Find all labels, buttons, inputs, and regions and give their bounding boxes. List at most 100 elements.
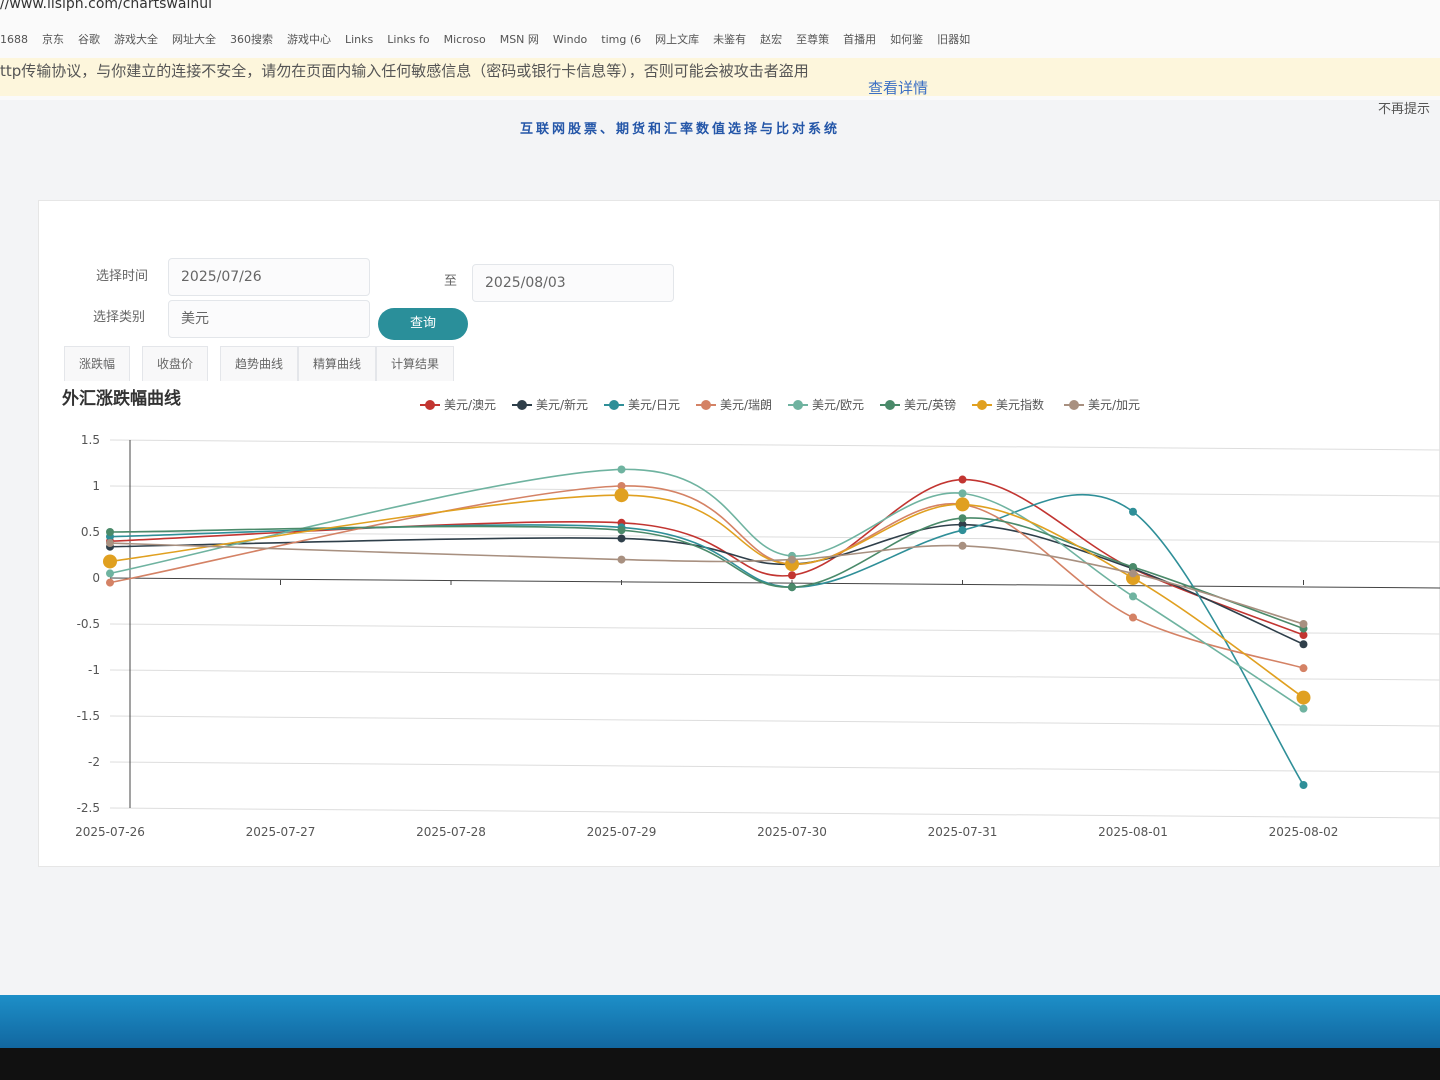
data-point <box>1299 664 1308 673</box>
tab[interactable]: 精算曲线 <box>298 346 377 381</box>
data-point <box>617 534 626 543</box>
y-tick-label: 1.5 <box>81 433 100 447</box>
legend-marker <box>885 400 895 410</box>
label: 选择时间 <box>96 269 149 284</box>
data-point <box>958 520 967 529</box>
data-point <box>106 569 114 578</box>
data-point <box>788 555 796 564</box>
y-tick-label: -2 <box>88 755 100 769</box>
url[interactable]: //www.lisiph.com/chartswaihui <box>0 0 212 12</box>
legend-label: 美元/英镑 <box>904 397 956 412</box>
bookmark[interactable]: 游戏大全 <box>114 33 158 46</box>
bookmark[interactable]: 赵宏 <box>760 33 783 46</box>
bookmark[interactable]: Links fo <box>387 33 430 46</box>
category-select[interactable]: 美元 <box>168 300 370 338</box>
grid-line <box>109 715 1440 727</box>
dismiss[interactable]: 不再提示 <box>1378 102 1431 117</box>
legend-label: 美元/加元 <box>1088 398 1140 412</box>
x-tick-label: 2025-08-01 <box>1098 825 1168 839</box>
bezel <box>0 1048 1440 1080</box>
data-point <box>1299 631 1308 640</box>
tab[interactable]: 趋势曲线 <box>220 346 299 381</box>
start-date[interactable]: 2025/07/26 <box>168 258 370 296</box>
warning-bar <box>0 58 1440 96</box>
end-date[interactable]: 2025/08/03 <box>472 264 674 302</box>
data-point <box>958 489 967 498</box>
legend-label: 美元/日元 <box>628 398 680 412</box>
data-point <box>106 578 114 587</box>
tab[interactable]: 收盘价 <box>142 346 209 381</box>
legend-label: 美元/欧元 <box>812 398 864 412</box>
data-point <box>788 583 796 592</box>
x-tick-label: 2025-07-27 <box>246 825 316 839</box>
tab[interactable]: 涨跌幅 <box>64 346 131 381</box>
legend-label: 美元/澳元 <box>444 398 496 412</box>
y-tick-label: 0.5 <box>81 525 100 539</box>
grid-line <box>109 807 1440 819</box>
legend-marker <box>977 400 987 410</box>
series-line <box>109 493 1305 786</box>
bookmark[interactable]: 360搜索 <box>230 33 273 46</box>
data-point <box>106 528 114 536</box>
legend-label: 美元/新元 <box>536 397 588 412</box>
data-point <box>617 465 626 474</box>
data-point <box>1296 690 1311 705</box>
bookmark[interactable]: MSN 网 <box>499 33 539 46</box>
grid-line <box>109 531 1440 543</box>
data-point <box>958 475 967 484</box>
data-point <box>614 488 629 503</box>
bookmark[interactable]: 首播用 <box>843 33 877 46</box>
bookmark[interactable]: 网上文库 <box>655 33 700 46</box>
tab[interactable]: 计算结果 <box>376 346 455 381</box>
data-point <box>1299 704 1308 713</box>
bookmark[interactable]: timg (6 <box>601 33 642 46</box>
grid-line <box>109 669 1440 681</box>
bookmark[interactable]: Links <box>345 33 374 46</box>
bookmark[interactable]: 未鉴有 <box>713 33 747 46</box>
query-button[interactable]: 查询 <box>378 308 468 340</box>
grid-line <box>109 577 1440 589</box>
y-tick-label: -1 <box>88 663 100 677</box>
x-tick-label: 2025-08-02 <box>1269 825 1339 839</box>
warning-link[interactable]: 查看详情 <box>868 79 929 97</box>
bookmark[interactable]: Microso <box>443 33 486 46</box>
label: 选择类别 <box>93 310 146 325</box>
data-point <box>958 514 967 523</box>
bookmark[interactable]: 1688 <box>0 33 28 46</box>
data-point <box>1299 781 1308 789</box>
bookmarks-bar: 1688 京东 谷歌 游戏大全 网址大全 360搜索 游戏中心 Links Links fo Mi… <box>0 28 984 47</box>
label: 至 <box>444 274 458 289</box>
data-point <box>1129 569 1137 578</box>
bookmark[interactable]: 网址大全 <box>172 33 216 46</box>
legend-label: 美元/瑞朗 <box>720 398 772 412</box>
data-point <box>617 482 626 490</box>
data-point <box>1129 592 1137 601</box>
bookmark[interactable]: 游戏中心 <box>287 33 331 46</box>
bookmark[interactable]: 如何鉴 <box>890 33 924 46</box>
bookmark[interactable]: 旧器如 <box>937 33 971 46</box>
x-tick-label: 2025-07-29 <box>587 825 657 839</box>
warning-text: ttp传输协议，与你建立的连接不安全，请勿在页面内输入任何敏感信息（密码或银行卡… <box>0 62 809 80</box>
legend-marker <box>701 400 711 410</box>
legend-marker <box>793 400 803 410</box>
bookmark[interactable]: Windo <box>552 33 588 46</box>
chart-title: 外汇涨跌幅曲线 <box>62 388 181 409</box>
data-point <box>1299 620 1308 628</box>
x-tick-label: 2025-07-28 <box>416 825 486 839</box>
legend-marker <box>517 400 527 410</box>
grid-line <box>109 761 1440 773</box>
data-point <box>103 554 117 569</box>
bookmark[interactable]: 京东 <box>42 33 64 46</box>
series-line <box>109 494 1304 699</box>
data-point <box>106 539 114 548</box>
x-tick-label: 2025-07-31 <box>928 825 998 839</box>
data-point <box>617 555 626 564</box>
data-point <box>958 526 967 535</box>
bookmark[interactable]: 至尊策 <box>796 33 830 46</box>
legend-label: 美元指数 <box>996 397 1044 412</box>
bookmark[interactable]: 谷歌 <box>78 33 100 46</box>
data-point <box>1299 640 1308 649</box>
legend-marker <box>609 400 619 410</box>
